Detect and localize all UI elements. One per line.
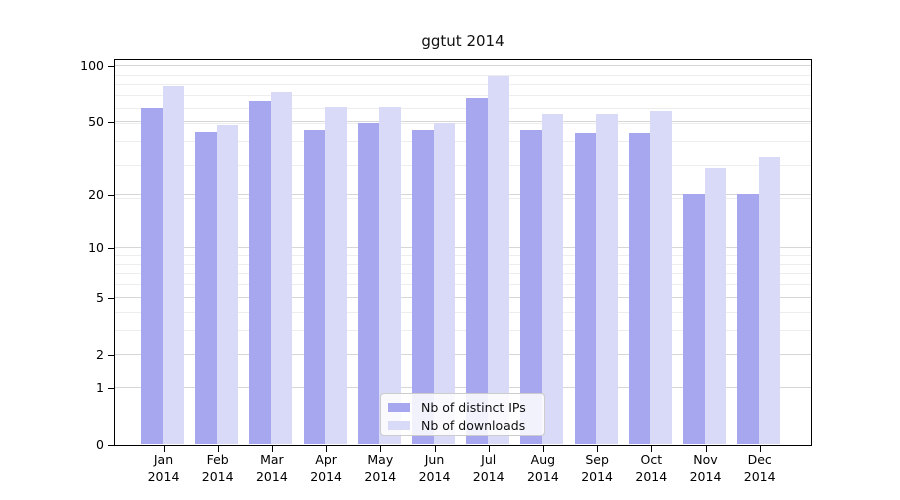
bar-downloads-feb <box>216 124 239 444</box>
minor-gridline <box>115 273 811 275</box>
y-tick-label: 2 <box>96 346 104 362</box>
y-tick-mark <box>108 297 115 299</box>
legend-entry-distinct-ips: Nb of distinct IPs <box>388 399 544 415</box>
minor-gridline <box>115 164 811 166</box>
minor-gridline <box>115 330 811 332</box>
y-tick-label: 5 <box>96 289 104 305</box>
bar-downloads-nov <box>704 167 726 444</box>
y-tick-mark <box>108 248 115 250</box>
x-tick-mark <box>759 446 761 452</box>
minor-gridline <box>115 263 811 265</box>
legend-entry-downloads: Nb of downloads <box>388 417 544 433</box>
x-tick-mark <box>705 446 707 452</box>
x-tick-mark <box>271 446 273 452</box>
bar-downloads-jan <box>162 86 184 444</box>
legend: Nb of distinct IPs Nb of downloads <box>380 393 545 436</box>
bar-downloads-may <box>379 106 401 444</box>
bar-distinct-ips-jan <box>141 107 163 444</box>
x-tick-label: Jul 2014 <box>472 452 505 484</box>
minor-gridline <box>115 284 811 286</box>
x-tick-label: May 2014 <box>364 452 397 484</box>
x-tick-label: Aug 2014 <box>526 452 559 484</box>
minor-gridline <box>115 95 811 97</box>
bar-distinct-ips-aug <box>520 129 542 444</box>
x-tick-label: Sep 2014 <box>581 452 613 484</box>
major-gridline <box>115 194 811 196</box>
x-tick-mark <box>163 446 165 452</box>
bar-distinct-ips-sep <box>574 133 597 444</box>
x-tick-label: Nov 2014 <box>689 452 722 484</box>
minor-gridline <box>115 74 811 76</box>
y-tick-label: 1 <box>96 380 104 396</box>
legend-label-distinct-ips: Nb of distinct IPs <box>421 399 526 415</box>
y-tick-mark <box>108 122 115 124</box>
x-tick-label: Dec 2014 <box>743 452 776 484</box>
x-tick-mark <box>488 446 490 452</box>
major-gridline <box>115 65 811 67</box>
bar-distinct-ips-jul <box>466 97 488 444</box>
x-tick-label: Oct 2014 <box>635 452 668 484</box>
bar-distinct-ips-feb <box>195 131 217 444</box>
minor-gridline <box>115 107 811 109</box>
y-tick-label: 50 <box>88 114 104 130</box>
minor-gridline <box>115 122 811 124</box>
minor-gridline <box>115 198 811 200</box>
y-tick-label: 0 <box>96 437 104 452</box>
major-gridline <box>115 296 811 298</box>
x-tick-mark <box>326 446 328 452</box>
y-tick-mark <box>108 354 115 356</box>
y-tick-mark <box>108 445 115 446</box>
bar-downloads-oct <box>650 110 672 444</box>
x-tick-mark <box>217 446 219 452</box>
y-tick-label: 20 <box>88 187 104 203</box>
bar-downloads-jun <box>433 122 455 444</box>
major-gridline <box>115 247 811 249</box>
bar-distinct-ips-mar <box>249 101 271 444</box>
x-tick-mark <box>651 446 653 452</box>
y-tick-mark <box>108 66 115 68</box>
x-tick-label: Feb 2014 <box>201 452 234 484</box>
minor-gridline <box>115 255 811 256</box>
major-gridline <box>115 121 811 123</box>
bar-downloads-jul <box>487 75 510 444</box>
y-tick-label: 100 <box>80 58 104 74</box>
minor-gridline <box>115 84 811 86</box>
bar-distinct-ips-nov <box>683 194 705 444</box>
plot-area <box>114 59 812 446</box>
x-tick-mark <box>597 446 599 452</box>
x-tick-mark <box>380 446 382 452</box>
x-tick-mark <box>434 446 436 452</box>
chart-title: ggtut 2014 <box>421 32 505 50</box>
x-tick-label: Jan 2014 <box>147 452 180 484</box>
bar-distinct-ips-dec <box>737 194 759 444</box>
major-gridline <box>115 387 811 389</box>
minor-gridline <box>115 141 811 143</box>
legend-label-downloads: Nb of downloads <box>421 417 526 433</box>
bar-downloads-mar <box>270 91 293 444</box>
y-tick-label: 10 <box>88 240 104 256</box>
major-gridline <box>115 353 811 355</box>
legend-swatch-distinct-ips <box>388 402 410 412</box>
legend-swatch-downloads <box>388 420 410 430</box>
bar-downloads-apr <box>325 106 347 444</box>
x-tick-label: Jun 2014 <box>418 452 451 484</box>
y-tick-mark <box>108 388 115 390</box>
minor-gridline <box>115 311 811 313</box>
bar-downloads-sep <box>596 113 618 444</box>
bar-distinct-ips-jun <box>412 129 434 444</box>
x-tick-mark <box>542 446 544 452</box>
x-tick-label: Mar 2014 <box>255 452 288 484</box>
bar-downloads-aug <box>541 113 564 444</box>
x-tick-label: Apr 2014 <box>310 452 342 484</box>
bar-distinct-ips-may <box>357 122 380 444</box>
bar-distinct-ips-oct <box>628 133 651 444</box>
bar-distinct-ips-apr <box>303 129 326 444</box>
bar-downloads-dec <box>758 157 781 444</box>
y-tick-mark <box>108 195 115 197</box>
